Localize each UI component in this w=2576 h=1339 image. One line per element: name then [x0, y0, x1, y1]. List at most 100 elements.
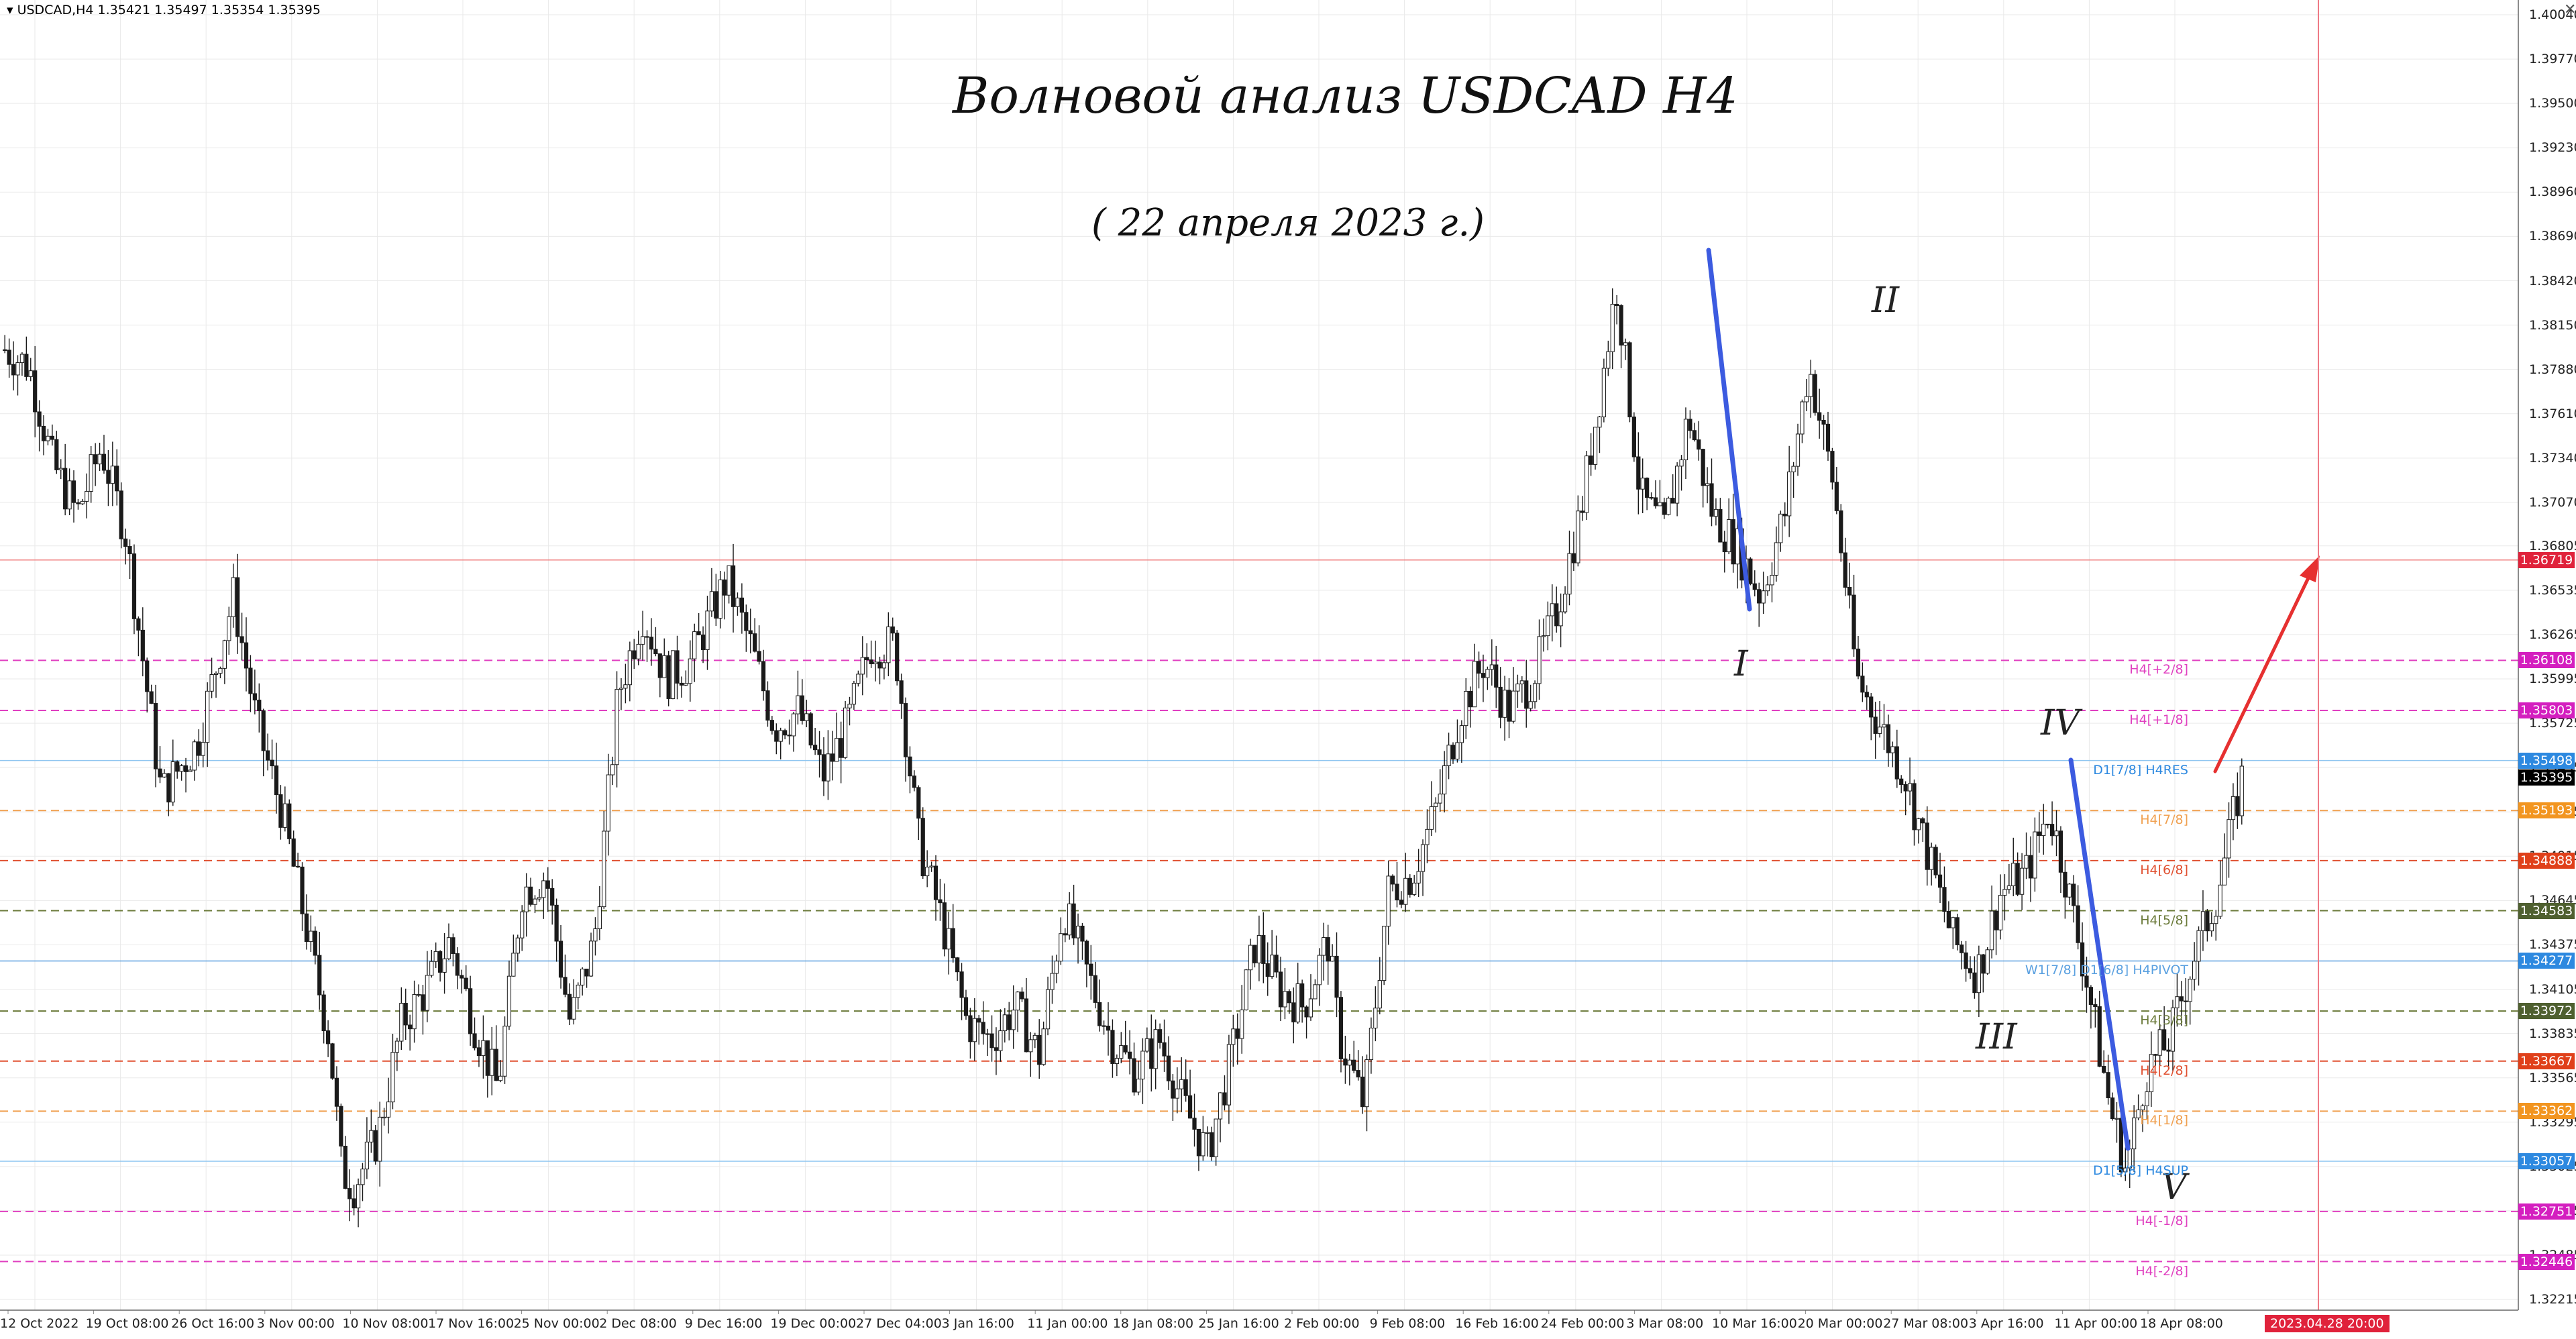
- candle-body: [416, 994, 421, 996]
- candle-body: [438, 951, 443, 973]
- candle-body: [2175, 996, 2180, 1008]
- candle-body: [1338, 997, 1344, 1059]
- price-tick-label: 1.34375: [2529, 937, 2576, 953]
- time-tick-label: 11 Jan 00:00: [1027, 1316, 1108, 1331]
- candle-body: [1024, 998, 1029, 1053]
- candle-body: [977, 1018, 981, 1023]
- candle-body: [947, 928, 951, 950]
- candle-body: [1976, 954, 1981, 994]
- close-icon[interactable]: ✕: [2564, 1, 2576, 18]
- candle-body: [959, 971, 964, 998]
- candle-body: [1244, 969, 1248, 1010]
- candle-body: [808, 713, 813, 746]
- candle-body: [2028, 855, 2033, 879]
- level-price-tag: 1.33667: [2518, 1053, 2575, 1069]
- candle-body: [1386, 875, 1391, 927]
- candle-body: [227, 616, 231, 641]
- candle-body: [321, 994, 326, 1032]
- candle-body: [1446, 745, 1451, 766]
- candle-body: [1713, 508, 1719, 517]
- candle-body: [1774, 542, 1778, 576]
- price-tick-label: 1.39500: [2529, 96, 2576, 111]
- candle-body: [804, 713, 809, 721]
- candle-body: [2239, 765, 2244, 816]
- candle-body: [153, 703, 158, 769]
- candle-body: [41, 425, 46, 441]
- candle-body: [421, 994, 425, 1011]
- current-price-tag: 1.35395: [2518, 769, 2575, 786]
- candle-body: [735, 597, 740, 607]
- candle-body: [1662, 502, 1666, 515]
- candle-body: [1063, 933, 1067, 936]
- candle-body: [1765, 584, 1770, 592]
- candle-body: [597, 906, 602, 930]
- candle-body: [1080, 925, 1085, 942]
- time-tick-label: 19 Dec 00:00: [770, 1316, 857, 1331]
- candle-body: [813, 745, 818, 751]
- candle-body: [1524, 680, 1529, 709]
- candle-body: [744, 612, 749, 631]
- candle-body: [123, 538, 128, 547]
- candle-body: [1489, 664, 1494, 670]
- candle-body: [1658, 502, 1662, 506]
- candle-body: [1210, 1132, 1214, 1157]
- candle-body: [2072, 883, 2076, 906]
- candle-body: [1356, 1070, 1360, 1077]
- candle-body: [2033, 831, 2037, 879]
- candle-body: [761, 661, 766, 692]
- candle-body: [1020, 992, 1024, 1000]
- candle-body: [942, 902, 947, 950]
- candle-body: [1532, 683, 1538, 702]
- candle-body: [287, 803, 292, 839]
- time-tick-label: 25 Nov 00:00: [513, 1316, 600, 1331]
- price-tick-label: 1.39770: [2529, 52, 2576, 67]
- candle-body: [46, 435, 50, 441]
- candle-body: [1317, 955, 1322, 985]
- price-tick-label: 1.35995: [2529, 671, 2576, 686]
- candle-body: [2179, 996, 2184, 1002]
- candle-body: [662, 655, 667, 678]
- candle-body: [727, 565, 731, 596]
- candle-body: [1968, 968, 1973, 973]
- candle-body: [54, 439, 59, 470]
- candle-body: [37, 411, 42, 427]
- level-price-tag: 1.33362: [2518, 1103, 2575, 1120]
- level-label: H4[6/8]: [2140, 862, 2188, 877]
- candle-body: [502, 1026, 507, 1077]
- candle-body: [541, 880, 546, 898]
- candle-body: [1929, 847, 1934, 870]
- candle-body: [2067, 883, 2072, 898]
- candle-body: [1860, 676, 1865, 693]
- candle-body: [1343, 1058, 1348, 1066]
- candle-body: [2149, 1054, 2153, 1093]
- grid: [0, 0, 2518, 1310]
- candle-body: [873, 661, 878, 665]
- candle-body: [433, 951, 438, 962]
- candle-body: [468, 988, 473, 1034]
- candle-body: [1149, 1038, 1154, 1069]
- candle-body: [1287, 991, 1291, 1004]
- candle-body: [110, 466, 115, 484]
- candle-body: [920, 818, 925, 877]
- candle-body: [2222, 857, 2227, 886]
- candle-body: [76, 502, 80, 504]
- candle-body: [1153, 1029, 1158, 1069]
- candle-body: [1158, 1029, 1163, 1043]
- candle-body: [19, 354, 25, 364]
- candle-body: [1265, 963, 1270, 977]
- candle-body: [63, 468, 68, 510]
- candle-body: [2205, 911, 2210, 932]
- candle-body: [938, 899, 943, 904]
- candle-body: [2226, 819, 2231, 859]
- candle-body: [908, 756, 912, 777]
- candle-body: [166, 773, 171, 803]
- level-price-tag: 1.33972: [2518, 1003, 2575, 1020]
- candle-body: [1481, 673, 1486, 678]
- candle-body: [684, 683, 688, 686]
- candle-body: [1123, 1045, 1128, 1053]
- candle-body: [2011, 863, 2016, 886]
- candle-body: [994, 1047, 999, 1051]
- candle-body: [1985, 949, 1990, 974]
